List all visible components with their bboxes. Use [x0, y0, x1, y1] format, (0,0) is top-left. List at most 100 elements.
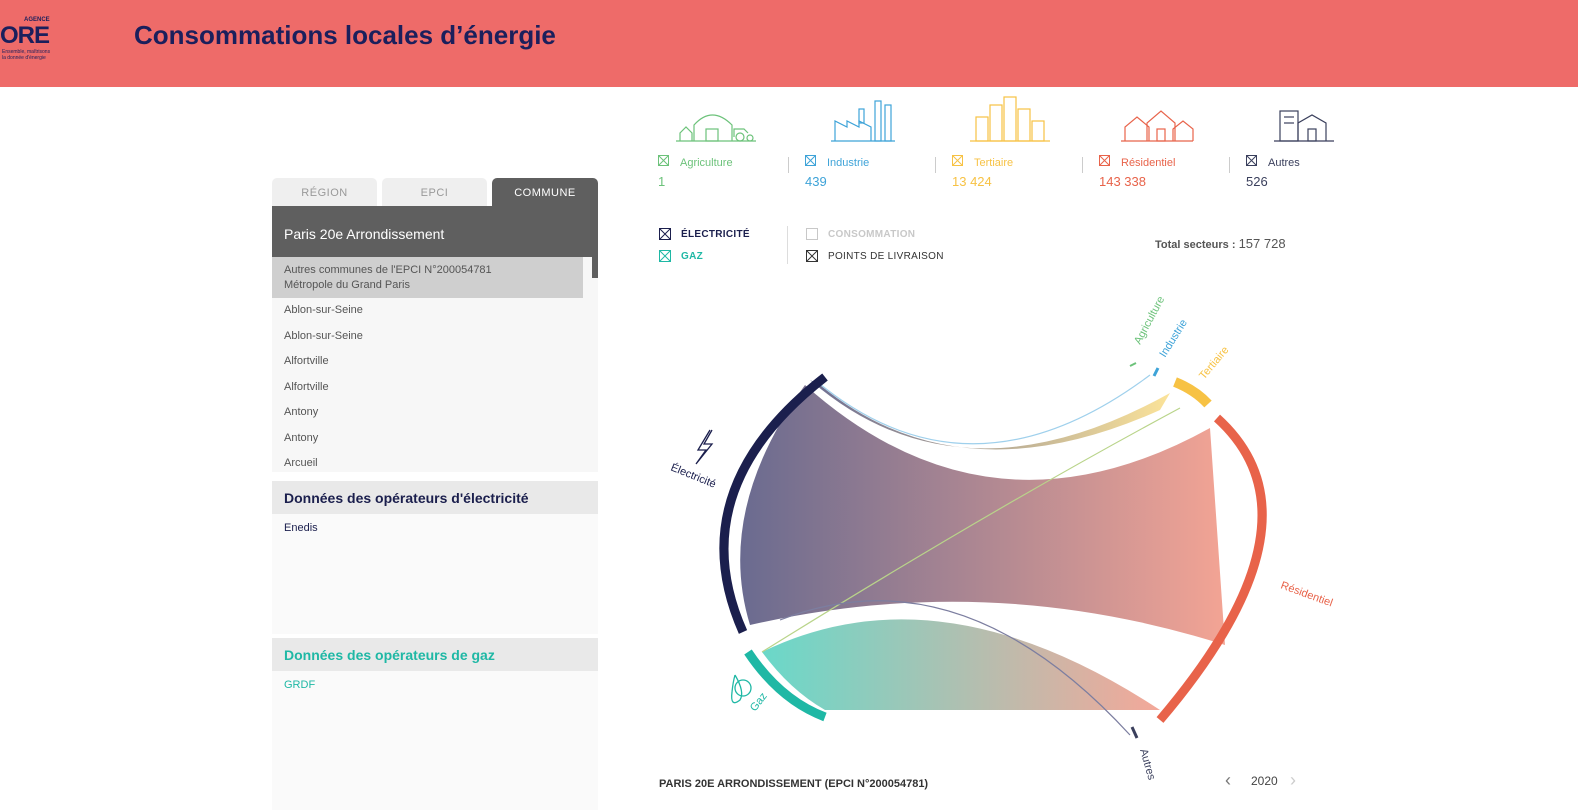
total-label: Total secteurs : — [1155, 239, 1236, 251]
arc-agriculture[interactable] — [1129, 362, 1137, 367]
sector-label: Agriculture — [680, 157, 733, 169]
selected-commune-name: Paris 20e Arrondissement — [284, 226, 445, 242]
arc-industrie[interactable] — [1152, 367, 1160, 377]
ribbon-electricite-residentiel[interactable] — [740, 385, 1225, 645]
chord-label-residentiel: Résidentiel — [1279, 580, 1334, 610]
sector-value: 526 — [1246, 174, 1268, 189]
year-navigator: ‹ 2020 › — [1225, 770, 1305, 792]
list-item[interactable]: Alfortville — [284, 355, 329, 367]
divider — [1082, 157, 1083, 173]
tab-region[interactable]: RÉGION — [272, 178, 377, 206]
gas-operators-list: GRDF — [272, 671, 598, 810]
divider — [935, 157, 936, 173]
factory-icon — [831, 100, 895, 142]
list-item[interactable]: Antony — [284, 432, 319, 444]
filter-label: ÉLECTRICITÉ — [681, 229, 750, 240]
sector-residentiel[interactable]: Résidentiel 143 338 — [1099, 95, 1219, 195]
gas-operators-header: Données des opérateurs de gaz — [272, 638, 598, 671]
agence-ore-logo[interactable]: AGENCE ORE Ensemble, maîtrisons la donné… — [0, 14, 60, 62]
divider — [788, 157, 789, 173]
electricity-operators-title: Données des opérateurs d'électricité — [284, 490, 529, 506]
commune-list[interactable]: Autres communes de l'EPCI N°200054781 Mé… — [272, 257, 598, 472]
list-item[interactable]: Alfortville — [284, 381, 329, 393]
agriculture-checkbox[interactable] — [658, 155, 669, 166]
chord-label-autres: Autres — [1137, 748, 1157, 780]
chord-label-agriculture: Agriculture — [1132, 294, 1167, 346]
gas-operators-title: Données des opérateurs de gaz — [284, 647, 495, 663]
gaz-checkbox[interactable] — [659, 250, 671, 262]
operator-enedis[interactable]: Enedis — [284, 522, 318, 534]
arc-autres[interactable] — [1130, 726, 1139, 739]
list-item-sublabel: Métropole du Grand Paris — [284, 279, 410, 291]
sector-autres[interactable]: Autres 526 — [1246, 95, 1366, 195]
territory-tabs: RÉGION EPCI COMMUNE — [272, 178, 598, 206]
ribbon-electricite-autres[interactable] — [779, 600, 1131, 736]
chevron-right-icon[interactable]: › — [1290, 770, 1296, 790]
sector-value: 1 — [658, 174, 666, 189]
arc-electricite[interactable] — [719, 373, 828, 634]
electricity-operators-header: Données des opérateurs d'électricité — [272, 481, 598, 514]
chord-label-industrie: Industrie — [1157, 317, 1190, 359]
tertiaire-checkbox[interactable] — [952, 155, 963, 166]
chord-label-gaz: Gaz — [748, 691, 770, 714]
sector-value: 439 — [805, 174, 827, 189]
sector-agriculture[interactable]: Agriculture 1 — [658, 95, 778, 195]
list-item-label: Autres communes de l'EPCI N°200054781 — [284, 264, 492, 276]
lightning-icon — [695, 429, 714, 465]
logo-agence-text: AGENCE — [24, 17, 50, 23]
list-item[interactable]: Antony — [284, 406, 319, 418]
ribbon-electricite-industrie[interactable] — [814, 374, 1151, 445]
filter-label: GAZ — [681, 251, 704, 262]
territory-footer-name: PARIS 20E ARRONDISSEMENT (EPCI N°2000547… — [659, 778, 929, 790]
filter-label: CONSOMMATION — [828, 229, 916, 240]
arc-tertiaire[interactable] — [1173, 377, 1212, 408]
list-item[interactable]: Ablon-sur-Seine — [284, 330, 363, 342]
logo-tagline: Ensemble, maîtrisons la donnée d'énergie — [2, 49, 51, 61]
city-icon — [970, 96, 1050, 142]
residentiel-checkbox[interactable] — [1099, 155, 1110, 166]
ribbon-gaz-tertiaire[interactable] — [761, 407, 1181, 653]
sector-industrie[interactable]: Industrie 439 — [805, 95, 925, 195]
list-item-highlighted[interactable]: Autres communes de l'EPCI N°200054781 Mé… — [272, 257, 583, 298]
sector-label: Industrie — [827, 157, 870, 169]
chord-diagram: Électricité Gaz Agriculture Industrie Te… — [669, 294, 1334, 780]
header-bar: AGENCE ORE Ensemble, maîtrisons la donné… — [0, 0, 1578, 87]
divider — [787, 226, 788, 264]
year-label: 2020 — [1251, 774, 1278, 788]
electricity-operators-list: Enedis — [272, 514, 598, 634]
arc-residentiel[interactable] — [1156, 414, 1267, 723]
sector-label: Tertiaire — [974, 157, 1014, 169]
autres-checkbox[interactable] — [1246, 155, 1257, 166]
page-title: Consommations locales d’énergie — [134, 20, 556, 50]
divider — [1229, 157, 1230, 173]
tab-commune[interactable]: COMMUNE — [492, 178, 598, 206]
selected-commune-header[interactable]: Paris 20e Arrondissement — [272, 206, 598, 257]
total-secteurs: Total secteurs : 157 728 — [1155, 236, 1286, 251]
sector-value: 143 338 — [1099, 174, 1146, 189]
tab-epci[interactable]: EPCI — [382, 178, 487, 206]
list-item[interactable]: Ablon-sur-Seine — [284, 304, 363, 316]
total-value: 157 728 — [1238, 236, 1286, 251]
sector-value: 13 424 — [952, 174, 992, 189]
points-livraison-checkbox[interactable] — [806, 250, 818, 262]
chevron-left-icon[interactable]: ‹ — [1225, 770, 1231, 790]
logo-ore-text: ORE — [0, 22, 50, 49]
ribbon-gaz-residentiel[interactable] — [762, 619, 1160, 710]
gas-flame-icon — [731, 674, 752, 704]
chord-label-electricite: Électricité — [669, 461, 718, 491]
sector-label: Autres — [1268, 157, 1300, 169]
list-scrollbar[interactable] — [592, 257, 598, 278]
sector-tertiaire[interactable]: Tertiaire 13 424 — [952, 95, 1072, 195]
houses-icon — [1121, 110, 1194, 142]
list-item[interactable]: Arcueil — [284, 457, 318, 469]
arc-gaz[interactable] — [744, 649, 827, 722]
building-icon — [1274, 110, 1334, 142]
consommation-checkbox[interactable] — [806, 228, 818, 240]
sector-label: Résidentiel — [1121, 157, 1176, 169]
operator-grdf[interactable]: GRDF — [284, 679, 316, 691]
filter-label: POINTS DE LIVRAISON — [828, 251, 944, 262]
industrie-checkbox[interactable] — [805, 155, 816, 166]
chord-label-tertiaire: Tertiaire — [1197, 344, 1231, 382]
electricite-checkbox[interactable] — [659, 228, 671, 240]
farm-icon — [676, 114, 756, 142]
